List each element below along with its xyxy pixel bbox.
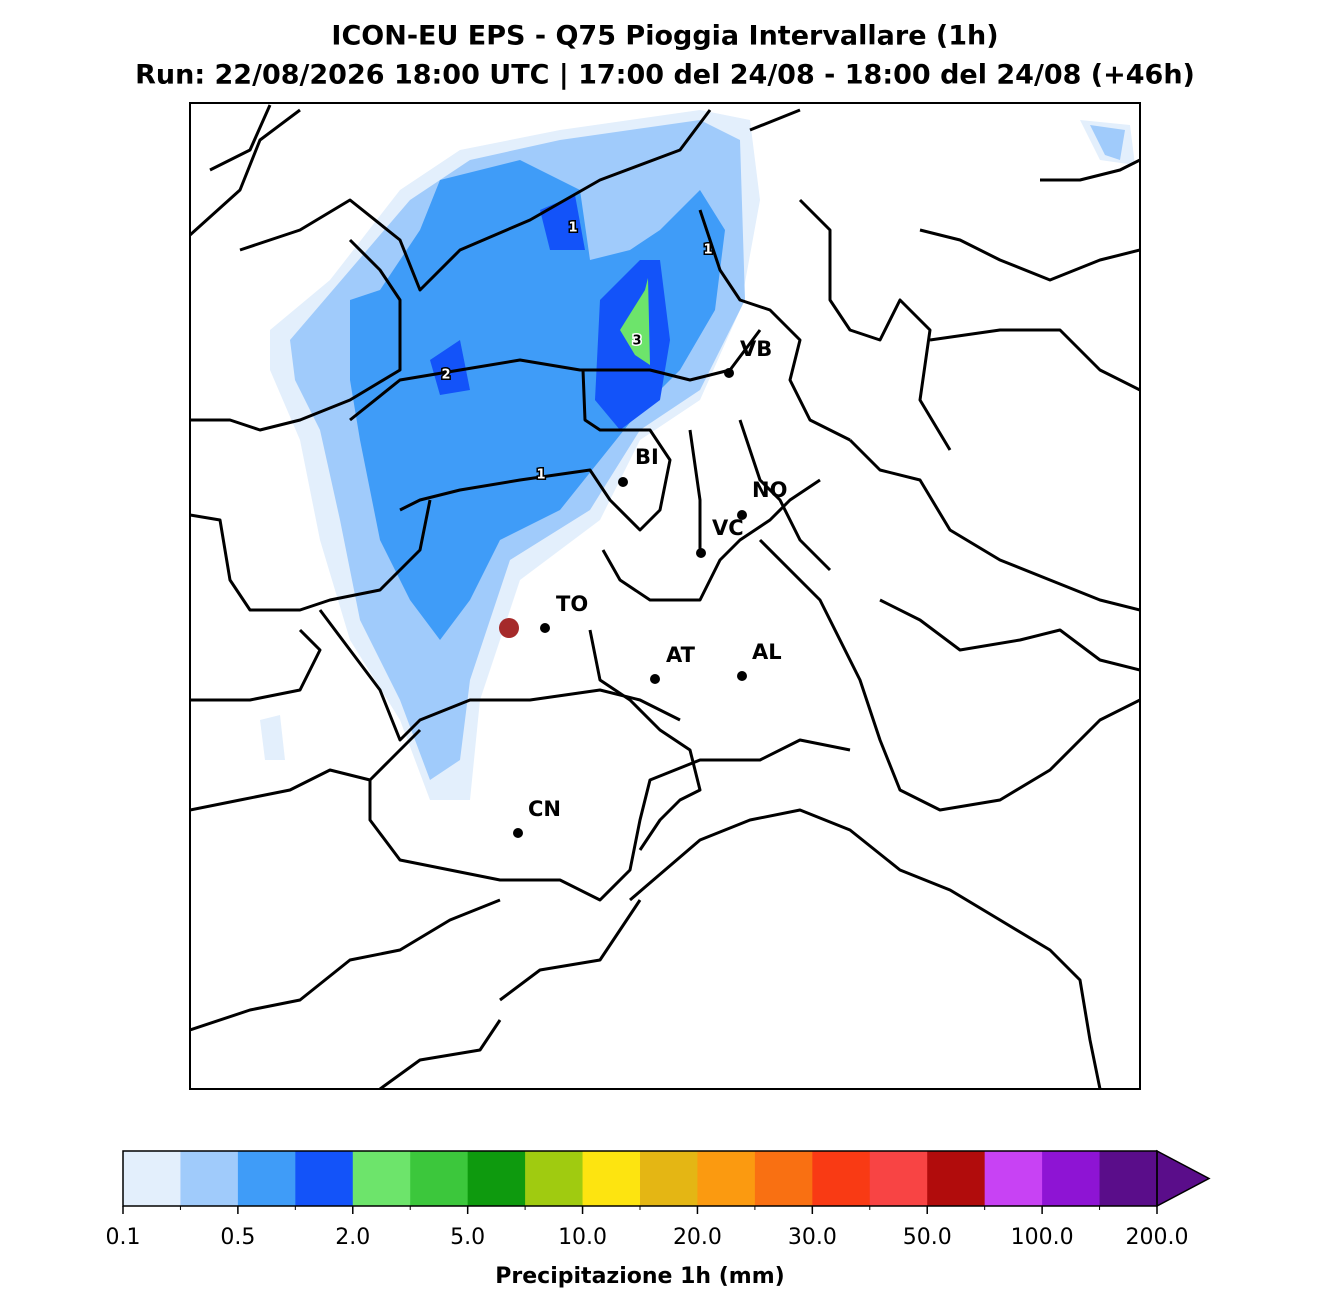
colorbar-tick-label: 30.0 [788, 1225, 837, 1250]
colorbar-tick-label: 50.0 [903, 1225, 952, 1250]
borders [190, 104, 1140, 1089]
colorbar-segment [1042, 1151, 1101, 1206]
contour-label: 1 [536, 468, 545, 483]
colorbar-tick-label: 20.0 [673, 1225, 722, 1250]
contour-label: 3 [632, 334, 641, 349]
contour-labels: 1 1 2 3 1 [440, 219, 714, 484]
colorbar-segment [295, 1151, 354, 1206]
colorbar-segment [582, 1151, 641, 1206]
colorbar-segment [410, 1151, 469, 1206]
contour-label: 1 [568, 221, 577, 236]
colorbar-label: Precipitazione 1h (mm) [495, 1264, 784, 1289]
colorbar-tick-label: 5.0 [450, 1225, 485, 1250]
colorbar-tick-label: 0.1 [106, 1225, 141, 1250]
map: 1 1 2 3 1 VB BI NO VC TO AT AL CN [189, 102, 1141, 1090]
colorbar-tick-label: 10.0 [558, 1225, 607, 1250]
colorbar-tick-label: 2.0 [335, 1225, 370, 1250]
subtitle: Run: 22/08/2026 18:00 UTC | 17:00 del 24… [135, 60, 1195, 91]
colorbar: 0.1 0.5 2.0 5.0 10.0 20.0 30.0 50.0 100.0 200.0 [106, 1149, 1211, 1250]
city-dot [737, 510, 747, 520]
colorbar-segment [123, 1151, 181, 1206]
colorbar-segment [754, 1151, 813, 1206]
city-dot [650, 674, 660, 684]
colorbar-segment [927, 1151, 986, 1206]
map-frame [189, 102, 1141, 1090]
colorbar-segment [180, 1151, 239, 1206]
city-dot [696, 548, 706, 558]
colorbar-segment [984, 1151, 1043, 1206]
city-label: BI [635, 445, 659, 469]
city-dot [618, 477, 628, 487]
city-label: AT [666, 643, 696, 667]
colorbar-tick-label: 200.0 [1126, 1225, 1189, 1250]
city-label: AL [752, 640, 782, 664]
cities: VB BI NO VC TO AT AL CN [499, 337, 787, 838]
city-dot [540, 623, 550, 633]
colorbar-segment [812, 1151, 871, 1206]
contour-label: 1 [703, 243, 712, 258]
city-label: TO [556, 592, 588, 616]
location-marker [499, 618, 519, 638]
colorbar-tick-label: 100.0 [1011, 1225, 1074, 1250]
colorbar-segment [237, 1151, 296, 1206]
city-dot [737, 671, 747, 681]
colorbar-segment [640, 1151, 698, 1206]
city-dot [513, 828, 523, 838]
city-label: VC [712, 516, 744, 540]
colorbar-segment [467, 1151, 526, 1206]
colorbar-extension [1156, 1149, 1211, 1208]
title: ICON-EU EPS - Q75 Pioggia Intervallare (… [331, 21, 998, 52]
precipitation [260, 110, 1135, 800]
city-label: CN [528, 797, 561, 821]
colorbar-segment [869, 1151, 928, 1206]
city-dot [724, 368, 734, 378]
city-label: NO [752, 478, 787, 502]
city-label: VB [740, 337, 772, 361]
colorbar-segment [697, 1151, 756, 1206]
colorbar-segment [352, 1151, 411, 1206]
colorbar-segment [1099, 1151, 1158, 1206]
contour-label: 2 [441, 368, 450, 383]
colorbar-segment [525, 1151, 584, 1206]
colorbar-tick-label: 0.5 [220, 1225, 255, 1250]
